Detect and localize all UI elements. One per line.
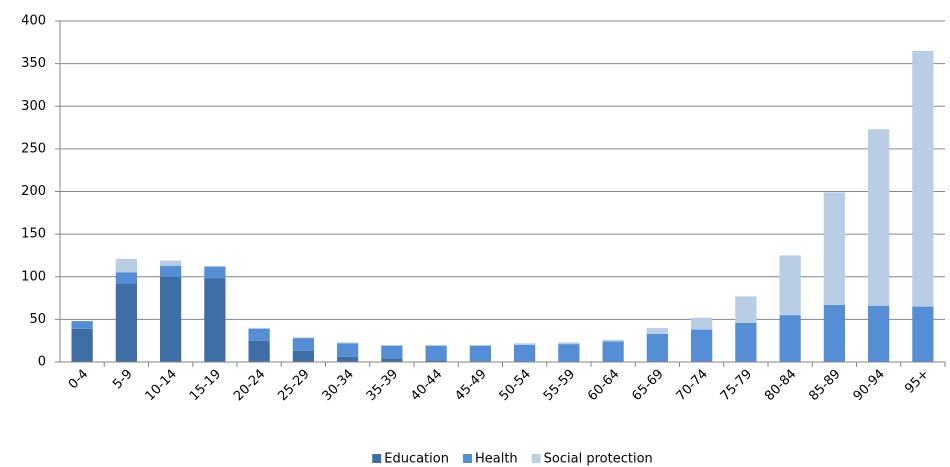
x-tick-label: 50-54 (497, 367, 534, 404)
bar-segment (292, 338, 314, 351)
y-tick-label: 100 (21, 269, 46, 284)
bar-segment (115, 272, 137, 284)
bar-segment (381, 344, 403, 346)
bar-segment (337, 356, 359, 362)
bar-segment (115, 283, 137, 362)
bar-segment (292, 337, 314, 339)
x-tick-label: 20-24 (231, 367, 268, 404)
bar-segment (160, 276, 182, 362)
x-tick-label: 0-4 (66, 367, 92, 393)
x-tick-label: 30-34 (320, 367, 357, 404)
bar-segment (337, 342, 359, 344)
x-tick-label: 60-64 (585, 367, 622, 404)
bar-segment (558, 342, 580, 345)
bar-segment (691, 329, 713, 362)
y-tick-label: 250 (21, 141, 46, 156)
bar-segment (823, 304, 845, 362)
y-tick-label: 300 (21, 99, 46, 114)
bar-segment (71, 321, 93, 329)
x-tick-label: 55-59 (541, 367, 578, 404)
bar-segment (514, 343, 536, 345)
bar-segment (71, 328, 93, 362)
x-tick-label: 65-69 (629, 367, 666, 404)
bar-segment (248, 327, 270, 329)
bar-segment (868, 305, 890, 362)
bar-segment (646, 333, 668, 362)
bar-segment (779, 315, 801, 362)
bar-segment (381, 345, 403, 359)
bar-segment (912, 50, 934, 307)
legend-swatch (372, 454, 382, 463)
bar-segment (204, 278, 226, 362)
legend-swatch (531, 454, 541, 463)
x-tick-label: 15-19 (187, 367, 224, 404)
legend-label: Health (475, 452, 518, 467)
bar-segment (868, 129, 890, 306)
bar-segment (646, 327, 668, 334)
bar-segment (292, 350, 314, 362)
bar-segment (469, 345, 491, 362)
bar-segment (425, 344, 447, 346)
y-tick-label: 50 (29, 312, 46, 327)
x-tick-label: 25-29 (275, 367, 312, 404)
bar-segment (115, 258, 137, 273)
legend-swatch (462, 454, 472, 463)
legend-label: Social protection (544, 452, 653, 467)
x-tick-label: 80-84 (762, 367, 799, 404)
legend-label: Education (384, 452, 449, 467)
x-tick-label: 40-44 (408, 367, 445, 404)
bar-segment (160, 260, 182, 266)
bar-segment (337, 343, 359, 357)
bar-segment (779, 255, 801, 316)
bar-segment (735, 296, 757, 323)
bar-segment (204, 266, 226, 279)
x-tick-label: 75-79 (718, 367, 755, 404)
bar-segment (691, 317, 713, 330)
bar-segment (425, 345, 447, 361)
x-tick-label: 5-9 (110, 367, 136, 393)
bar-segment (823, 192, 845, 305)
bar-segment (248, 328, 270, 341)
y-tick-label: 400 (21, 14, 46, 29)
y-tick-label: 150 (21, 227, 46, 242)
bar-segment (248, 340, 270, 362)
bar-segment (381, 358, 403, 362)
y-tick-label: 0 (38, 355, 46, 370)
x-tick-label: 45-49 (452, 367, 489, 404)
bar-segment (602, 339, 624, 342)
x-tick-label: 10-14 (143, 367, 180, 404)
bar-segment (602, 341, 624, 362)
legend: Education Health Social protection (372, 452, 653, 467)
bar-segment (469, 344, 491, 346)
x-tick-label: 95+ (902, 367, 932, 397)
x-tick-label: 70-74 (674, 367, 711, 404)
x-tick-label: 35-39 (364, 367, 401, 404)
bar-segment (425, 360, 447, 362)
x-tick-label: 90-94 (851, 367, 888, 404)
bar-segment (912, 306, 934, 362)
bar-segment (514, 344, 536, 362)
x-tick-label: 85-89 (806, 367, 843, 404)
bar-segment (160, 265, 182, 277)
y-tick-label: 350 (21, 56, 46, 71)
y-tick-label: 200 (21, 184, 46, 199)
bar-segment (735, 322, 757, 362)
bar-segment (558, 344, 580, 362)
